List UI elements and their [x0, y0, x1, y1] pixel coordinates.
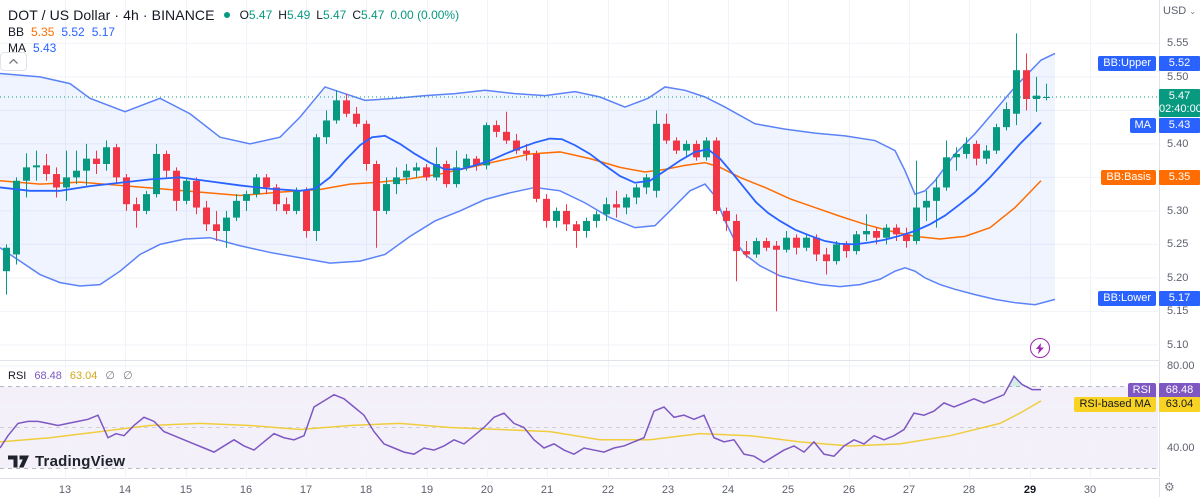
time-axis-label: 13	[58, 484, 72, 496]
time-axis-label: 29	[1023, 484, 1037, 496]
ma-value-badge: 5.43	[1159, 118, 1200, 133]
rsi-legend-row[interactable]: RSI 68.48 63.04 ∅ ∅	[8, 369, 133, 383]
ma-tag: MA	[1129, 118, 1156, 133]
time-axis-label: 28	[962, 484, 976, 496]
time-axis-label: 14	[118, 484, 132, 496]
rsi-value: 68.48	[34, 369, 62, 382]
rsi-ma-value: 63.04	[69, 369, 98, 382]
time-axis-label: 15	[179, 484, 193, 496]
bb-upper-tag: BB:Upper	[1098, 56, 1156, 71]
bar-countdown: 02:40:00	[1159, 103, 1200, 115]
tradingview-logo[interactable]: TradingView	[8, 453, 125, 470]
current-price-badge: 5.47 02:40:00	[1159, 89, 1200, 117]
bb-lower-value-badge: 5.17	[1159, 291, 1200, 306]
price-axis-label: 5.25	[1167, 238, 1189, 251]
time-axis-label: 26	[842, 484, 856, 496]
price-axis-label: 5.15	[1167, 305, 1189, 318]
time-axis-label: 22	[601, 484, 615, 496]
rsi-value-badge: 68.48	[1159, 383, 1200, 398]
tradingview-mark-icon	[8, 455, 29, 468]
rsi-tag: RSI	[1127, 383, 1156, 398]
price-axis-label: 5.40	[1167, 137, 1189, 150]
chevron-up-icon	[9, 59, 18, 64]
price-axis-label: 5.30	[1167, 204, 1189, 217]
ma-indicator-label: MA	[8, 41, 26, 55]
price-axis-label: 5.50	[1167, 70, 1189, 83]
time-axis-label: 25	[781, 484, 795, 496]
time-axis-label: 20	[480, 484, 494, 496]
bb-upper-value-badge: 5.52	[1159, 56, 1200, 71]
time-axis-label: 30	[1083, 484, 1097, 496]
market-status-icon	[223, 11, 230, 18]
bb-basis-value-badge: 5.35	[1159, 170, 1200, 185]
price-axis-label: 5.10	[1167, 338, 1189, 351]
empty-set-icon: ∅	[105, 370, 115, 382]
symbol-title[interactable]: DOT / US Dollar · 4h · BINANCE	[8, 6, 215, 23]
rsi-legend-label: RSI	[8, 369, 27, 382]
time-axis[interactable]: 13 14 15 16 17 18 19 20 21 22 23 24 25 26 27 28 29 30	[0, 478, 1200, 497]
time-axis-label: 27	[902, 484, 916, 496]
time-axis-label: 19	[420, 484, 434, 496]
price-axis-label: 5.55	[1167, 37, 1189, 50]
symbol-legend-row[interactable]: DOT / US Dollar · 4h · BINANCE O5.47 H5.4…	[8, 5, 465, 24]
current-price-value: 5.47	[1168, 90, 1191, 102]
bb-lower-tag: BB:Lower	[1098, 291, 1156, 306]
ma-indicator-row[interactable]: MA 5.43	[8, 41, 57, 55]
rsi-ma-value-badge: 63.04	[1159, 397, 1200, 412]
empty-set-icon: ∅	[123, 370, 133, 382]
ohlc-values: O5.47 H5.49 L5.47 C5.47 0.00 (0.00%)	[239, 7, 460, 22]
time-axis-label: 17	[299, 484, 313, 496]
currency-selector[interactable]: USD ⌄	[1163, 5, 1196, 17]
rsi-ma-tag: RSI-based MA	[1074, 397, 1156, 412]
time-axis-label: 24	[721, 484, 735, 496]
rsi-axis-label: 80.00	[1167, 360, 1195, 372]
bb-basis-tag: BB:Basis	[1101, 170, 1156, 185]
bb-indicator-label: BB	[8, 25, 25, 39]
change-value: 0.00 (0.00%)	[390, 7, 460, 22]
time-axis-label: 21	[540, 484, 554, 496]
axis-corner	[1159, 478, 1200, 497]
collapse-legend-button[interactable]	[0, 52, 27, 71]
time-axis-label: 16	[239, 484, 253, 496]
chevron-down-icon: ⌄	[1189, 7, 1196, 16]
bb-indicator-row[interactable]: BB 5.35 5.52 5.17	[8, 25, 116, 39]
rsi-axis-label: 40.00	[1167, 442, 1195, 454]
price-axis-label: 5.20	[1167, 271, 1189, 284]
chart-legend: DOT / US Dollar · 4h · BINANCE O5.47 H5.4…	[8, 5, 465, 56]
gear-icon[interactable]: ⚙	[1164, 480, 1175, 494]
time-axis-label: 18	[359, 484, 373, 496]
time-axis-label: 23	[661, 484, 675, 496]
lightning-icon[interactable]	[1030, 338, 1050, 358]
